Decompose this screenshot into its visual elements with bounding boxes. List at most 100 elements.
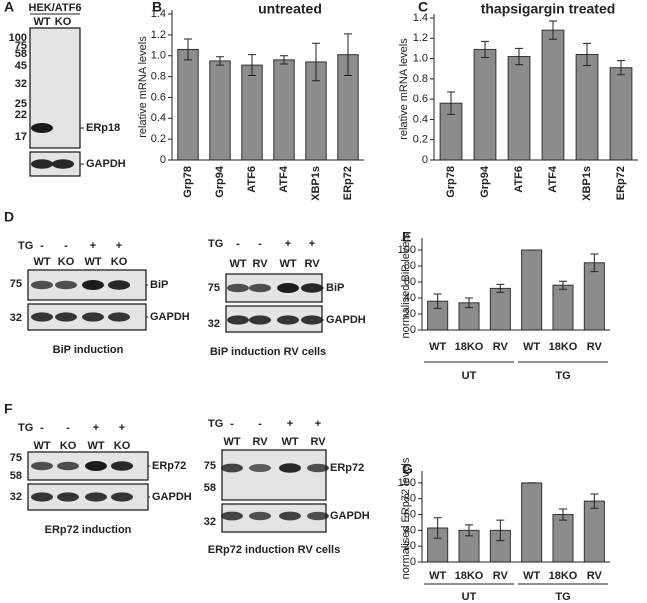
size-marker: 32 [10,491,22,503]
blot-band [111,492,133,502]
lane-label: RV [304,258,320,270]
treatment-sign: + [90,240,96,252]
x-tick-label: Grp78 [445,166,457,198]
x-tick-label: Grp94 [214,165,226,198]
size-marker: 25 [15,98,27,110]
y-tick-label: 80 [404,493,416,505]
bar [541,29,565,161]
blot-band [57,461,79,471]
treatment-sign: - [64,240,68,252]
treatment-sign: + [116,240,122,252]
size-marker: 58 [204,482,216,494]
lane-label: RV [310,436,326,448]
bar [473,48,497,161]
blot-band [31,492,53,502]
chart-title: thapsigargin treated [481,1,616,17]
error-bar [280,55,288,65]
size-marker: 75 [208,282,220,294]
error-bar [312,42,320,82]
x-tick-label: ERp72 [342,166,354,200]
size-marker: 75 [15,40,27,52]
y-tick-label: 0 [410,324,416,336]
error-bar [433,293,442,309]
x-tick-label: ATF4 [547,165,559,193]
bar [575,54,599,161]
bar [177,48,199,161]
y-tick-label: 0.4 [151,112,166,124]
lane-label: WT [229,258,246,270]
error-bar [248,54,256,77]
blot-band [249,283,271,293]
band-label: ERp18 [86,122,120,134]
y-tick-label: 0.2 [151,133,166,145]
y-tick-label: 100 [398,477,416,489]
error-bar [549,20,557,40]
x-tick-label: RV [493,570,509,582]
x-tick-label: WT [429,341,446,353]
band-label: GAPDH [330,510,370,522]
blot-band [277,283,299,293]
x-tick-label: XBP1s [581,166,593,201]
treatment-sign: + [309,238,315,250]
size-marker: 32 [15,78,27,90]
y-tick-label: 0 [160,154,166,166]
blot-band [301,283,323,293]
blot-band [31,461,53,471]
error-bar [590,493,599,509]
panel-label: E [402,229,411,245]
band-label: BiP [150,279,168,291]
blot-band [82,280,104,290]
y-tick-label: 0 [422,154,428,166]
panel-label: B [152,0,162,15]
error-bar [433,517,442,539]
y-tick-label: 0.6 [413,93,428,105]
bar [521,249,543,331]
axis [433,14,638,161]
error-bar [496,519,505,542]
lane-label: WT [281,436,298,448]
band-label: GAPDH [326,314,366,326]
bar [521,482,543,563]
y-tick-label: 60 [404,508,416,520]
blot-band [85,492,107,502]
y-axis-label: relative mRNA levels [137,36,149,138]
bar [609,67,633,161]
blot-band [85,461,107,471]
lane-label: WT [33,440,50,452]
size-marker: 75 [10,278,22,290]
x-tick-label: WT [523,341,540,353]
size-marker: 32 [204,516,216,528]
size-marker: 17 [15,131,27,143]
blot-membrane [221,449,327,501]
treatment-sign: + [93,422,99,434]
treatment-sign: - [40,422,44,434]
size-marker: 32 [10,312,22,324]
y-tick-label: 1.2 [151,29,166,41]
group-label: UT [462,370,477,382]
x-tick-label: ATF6 [246,166,258,193]
y-tick-label: 0.2 [413,134,428,146]
x-tick-label: ERp72 [615,166,627,200]
x-tick-label: 18KO [455,570,484,582]
size-marker: 45 [15,60,27,72]
y-axis-label: normalised BiP levels [400,233,412,338]
treatment-sign: - [230,418,234,430]
y-tick-label: 60 [404,276,416,288]
group-label: UT [462,591,477,603]
y-axis-label: relative mRNA levels [398,38,410,140]
treatment-sign: + [285,238,291,250]
treatment-sign: - [258,418,262,430]
blot-band [227,315,249,325]
x-tick-label: XBP1s [310,166,322,201]
error-bar [481,40,489,59]
treatment-label: TG [208,238,223,250]
y-tick-label: 1.4 [413,12,428,24]
treatment-label: TG [208,418,223,430]
y-tick-label: 1.2 [413,32,428,44]
y-tick-label: 0.4 [413,113,428,125]
blot-band [108,280,130,290]
bar [241,64,263,161]
chart-title: untreated [258,1,322,17]
error-bar [583,42,591,67]
